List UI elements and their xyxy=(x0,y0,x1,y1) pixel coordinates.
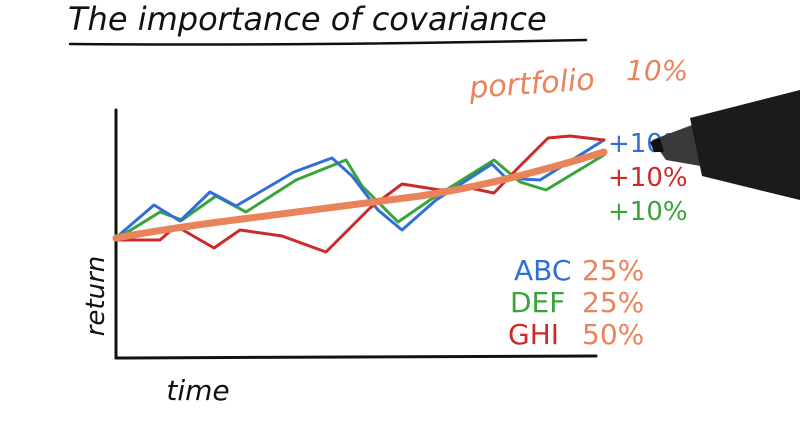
portfolio-value: 10% xyxy=(626,54,688,87)
weight-abc: 25% xyxy=(582,254,644,287)
y-axis-label: return xyxy=(81,256,111,337)
title-underline xyxy=(68,38,588,46)
series-line-portfolio xyxy=(112,148,608,242)
portfolio-label: portfolio xyxy=(467,62,596,106)
marker-pen-icon xyxy=(650,90,800,200)
ticker-def: DEF xyxy=(510,286,565,319)
series-line-red xyxy=(114,134,606,254)
weight-ghi: 50% xyxy=(582,318,644,351)
series-line-blue xyxy=(116,138,606,238)
allocation-list: ABC 25% DEF 25% GHI 50% xyxy=(508,254,644,351)
ticker-ghi: GHI xyxy=(508,318,559,351)
weight-def: 25% xyxy=(582,286,644,319)
ticker-abc: ABC xyxy=(514,254,571,287)
page-title: The importance of covariance xyxy=(68,0,547,38)
series-label-red: +10% xyxy=(608,163,688,193)
x-axis xyxy=(114,354,598,360)
x-axis-label: time xyxy=(166,374,229,407)
series-label-green: +10% xyxy=(608,197,688,227)
